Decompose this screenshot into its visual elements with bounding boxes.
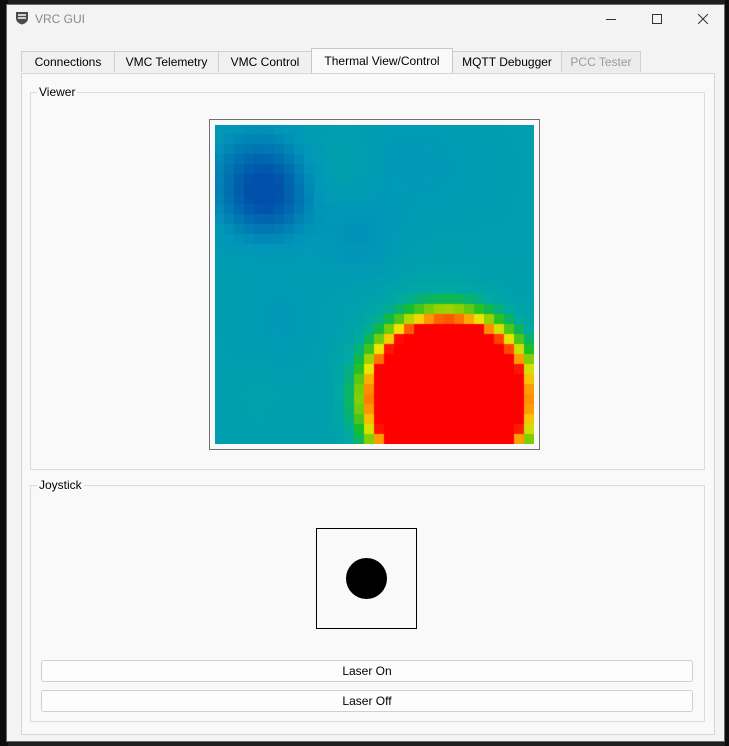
tab-thermal-view-control[interactable]: Thermal View/Control	[311, 48, 453, 73]
background-terminal-right	[725, 0, 729, 746]
title-bar[interactable]: VRC GUI	[7, 5, 724, 33]
close-button[interactable]	[680, 5, 726, 33]
shield-logo-icon	[16, 12, 28, 25]
maximize-button[interactable]	[634, 5, 680, 33]
maximize-icon	[652, 14, 662, 24]
tab-connections[interactable]: Connections	[21, 51, 115, 72]
laser-off-button[interactable]: Laser Off	[41, 690, 693, 712]
viewer-group-label: Viewer	[37, 85, 78, 99]
tab-vmc-control[interactable]: VMC Control	[218, 51, 312, 72]
thermal-tab-panel: Viewer Joystick Laser On Laser Off	[21, 73, 715, 735]
tab-mqtt-debugger[interactable]: MQTT Debugger	[452, 51, 562, 72]
app-window: VRC GUI Connections VMC Telemetry VMC Co…	[6, 4, 725, 742]
joystick-pad[interactable]	[316, 528, 417, 629]
joystick-group-label: Joystick	[37, 478, 84, 492]
laser-on-button[interactable]: Laser On	[41, 660, 693, 682]
minimize-button[interactable]	[588, 5, 634, 33]
joystick-group: Joystick Laser On Laser Off	[30, 478, 705, 722]
close-icon	[698, 14, 708, 24]
thermal-viewer-frame	[209, 119, 540, 450]
thermal-heatmap	[215, 125, 534, 444]
joystick-knob[interactable]	[346, 558, 387, 599]
window-title: VRC GUI	[35, 12, 86, 26]
tab-pcc-tester: PCC Tester	[561, 51, 641, 72]
minimize-icon	[606, 19, 616, 20]
tab-vmc-telemetry[interactable]: VMC Telemetry	[114, 51, 219, 72]
viewer-group: Viewer	[30, 85, 705, 470]
background-terminal-left	[0, 0, 8, 746]
